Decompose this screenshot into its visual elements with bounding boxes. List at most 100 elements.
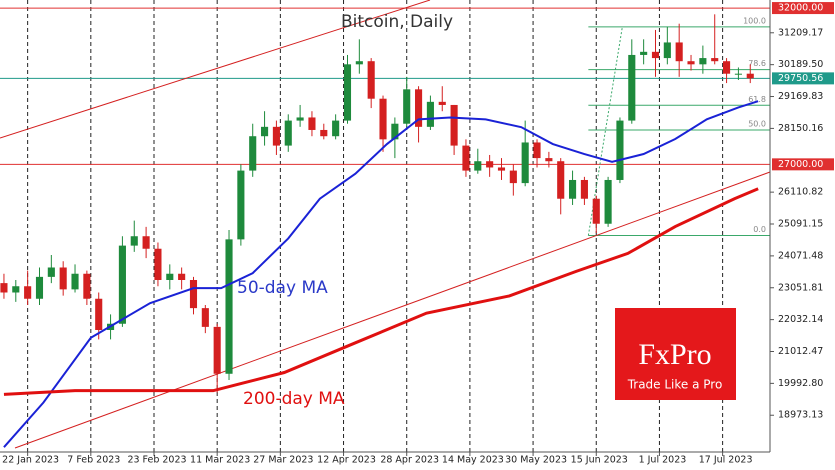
candle-body bbox=[734, 73, 742, 75]
candle-body bbox=[379, 98, 387, 140]
candle-body bbox=[166, 273, 174, 280]
candle-body bbox=[355, 61, 363, 65]
price-label: 29750.56 bbox=[778, 73, 823, 84]
y-tick-label: 23051.81 bbox=[778, 282, 823, 293]
annotation: 50-day MA bbox=[237, 278, 328, 298]
candle-body bbox=[320, 129, 328, 137]
candle-body bbox=[675, 42, 683, 62]
candle-body bbox=[450, 104, 458, 146]
candle-body bbox=[154, 248, 162, 280]
fib-label: 50.0 bbox=[748, 119, 766, 128]
candle-body bbox=[249, 136, 257, 171]
y-tick-label: 21012.47 bbox=[778, 346, 823, 357]
candle-body bbox=[118, 245, 126, 324]
moving-average bbox=[3, 100, 759, 448]
candle-body bbox=[130, 236, 138, 246]
chart-title: Bitcoin, Daily bbox=[341, 12, 453, 32]
candle-body bbox=[651, 51, 660, 59]
candle-body bbox=[699, 58, 707, 65]
candle-body bbox=[426, 101, 434, 127]
x-tick-label: 7 Feb 2023 bbox=[67, 455, 120, 466]
annotation: 200-day MA bbox=[243, 389, 345, 409]
candle-body bbox=[391, 123, 399, 140]
x-tick-label: 12 Apr 2023 bbox=[317, 455, 376, 466]
price-box bbox=[772, 72, 834, 85]
candle-body bbox=[296, 117, 304, 121]
candle-body bbox=[628, 54, 636, 121]
moving-average bbox=[3, 187, 759, 396]
candle-body bbox=[83, 273, 91, 299]
fib-label: 78.6 bbox=[748, 59, 766, 68]
candle-body bbox=[24, 286, 32, 299]
candle-body bbox=[272, 126, 280, 146]
y-tick-label: 28150.16 bbox=[778, 123, 823, 134]
price-box bbox=[772, 2, 834, 15]
candle-body bbox=[497, 167, 506, 171]
channel-lower bbox=[14, 171, 771, 449]
y-tick-label: 19992.80 bbox=[778, 378, 823, 389]
y-tick-label: 31209.17 bbox=[778, 27, 823, 38]
candle-body bbox=[47, 267, 55, 277]
marks bbox=[0, 14, 759, 448]
candle-body bbox=[261, 126, 269, 137]
fib-label: 0.0 bbox=[753, 225, 766, 234]
candle-body bbox=[95, 298, 103, 331]
y-tick-label: 29169.83 bbox=[778, 91, 823, 102]
candle-body bbox=[521, 142, 529, 184]
channel-upper bbox=[0, 0, 431, 139]
candle-body bbox=[201, 308, 209, 327]
candle-body bbox=[604, 179, 612, 224]
candle-body bbox=[462, 145, 470, 171]
candle-body bbox=[71, 273, 79, 290]
y-tick-label: 26110.82 bbox=[778, 187, 823, 198]
price-label: 32000.00 bbox=[778, 3, 823, 14]
axis-area bbox=[770, 0, 835, 470]
candle-body bbox=[178, 273, 186, 280]
x-tick-label: 22 Jan 2023 bbox=[2, 455, 59, 466]
candle-body bbox=[35, 276, 44, 299]
y-tick-label: 18973.13 bbox=[778, 410, 823, 421]
candle-body bbox=[12, 286, 20, 293]
candle-body bbox=[213, 326, 221, 374]
candle-body bbox=[687, 61, 695, 65]
candle-body bbox=[332, 120, 340, 137]
candle-body bbox=[533, 142, 541, 159]
candle-body bbox=[474, 161, 482, 171]
x-tick-label: 23 Feb 2023 bbox=[127, 455, 186, 466]
logo-slogan: Trade Like a Pro bbox=[627, 378, 723, 392]
candle-body bbox=[225, 239, 233, 374]
x-tick-label: 28 Apr 2023 bbox=[380, 455, 439, 466]
x-tick-label: 14 May 2023 bbox=[442, 455, 504, 466]
logo-box bbox=[615, 308, 736, 400]
fib-label: 100.0 bbox=[743, 16, 766, 25]
candle-body bbox=[438, 101, 446, 105]
x-tick-label: 27 Mar 2023 bbox=[253, 455, 313, 466]
x-tick-label: 30 May 2023 bbox=[505, 455, 567, 466]
candle-body bbox=[711, 58, 719, 62]
candle-body bbox=[403, 89, 411, 124]
y-tick-label: 25091.15 bbox=[778, 219, 823, 230]
price-box bbox=[772, 158, 834, 171]
candle-body bbox=[545, 158, 553, 162]
candle-body bbox=[592, 198, 600, 224]
candle-body bbox=[723, 61, 731, 74]
fib-label: 61.8 bbox=[748, 95, 766, 104]
candle-body bbox=[486, 161, 494, 168]
candle-body bbox=[142, 236, 150, 249]
x-tick-label: 1 Jul 2023 bbox=[639, 455, 687, 466]
x-tick-label: 17 Jul 2023 bbox=[699, 455, 753, 466]
candle-body bbox=[415, 89, 423, 127]
candle-body bbox=[616, 120, 624, 180]
y-tick-label: 30189.50 bbox=[778, 59, 823, 70]
y-tick-label: 22032.14 bbox=[778, 314, 823, 325]
candle-body bbox=[367, 61, 375, 99]
candle-body bbox=[0, 283, 8, 293]
candle-body bbox=[59, 267, 67, 290]
logo-brand: FxPro bbox=[638, 338, 711, 371]
candle-body bbox=[746, 73, 754, 79]
candle-body bbox=[557, 161, 565, 199]
candle-body bbox=[308, 117, 316, 130]
candle-body bbox=[509, 170, 517, 184]
